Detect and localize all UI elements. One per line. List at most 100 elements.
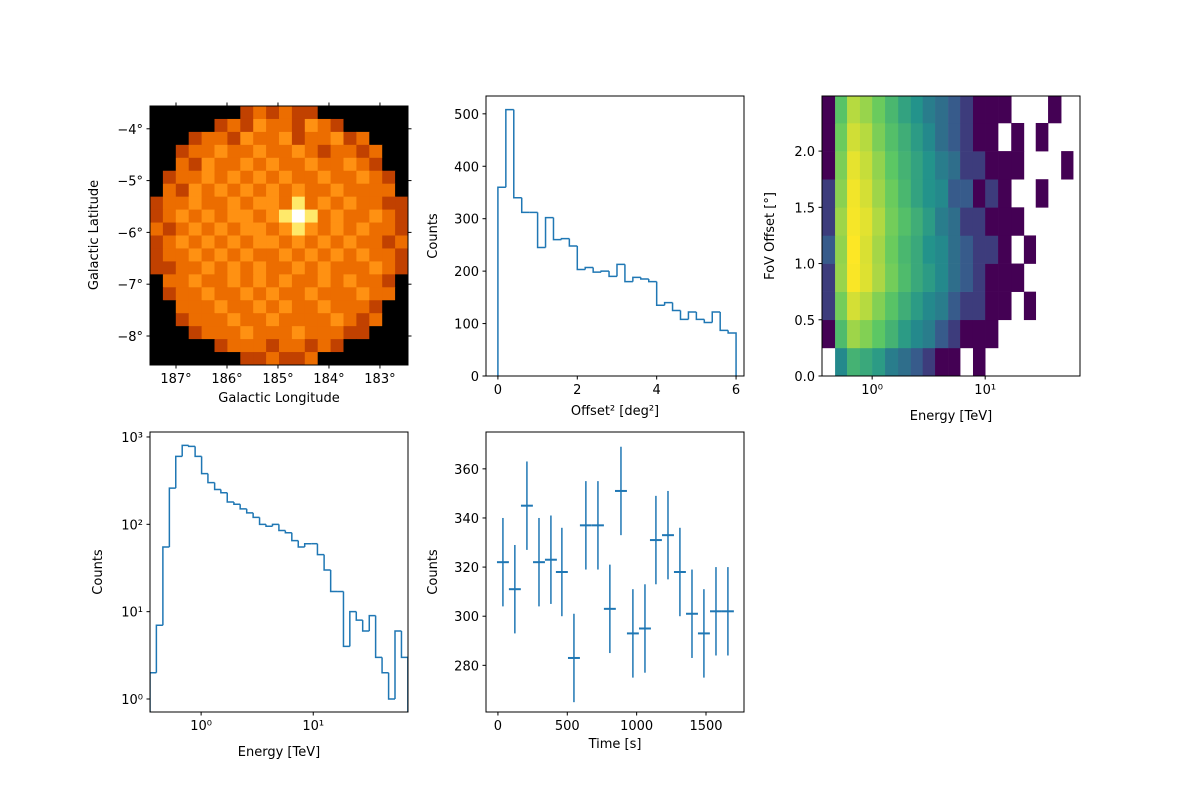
x-tick-label: 500: [555, 719, 580, 734]
pixel: [343, 118, 357, 133]
pixel: [279, 274, 293, 288]
pixel: [240, 326, 254, 340]
pixel: [201, 235, 215, 249]
bin-cell: [898, 207, 912, 236]
pixel: [291, 222, 306, 236]
bin-cell: [960, 235, 974, 264]
histogram-step: [647, 278, 657, 283]
histogram-step: [252, 512, 260, 519]
x-tick-label: 184°: [313, 372, 344, 387]
pixel: [304, 352, 319, 365]
pixel: [240, 287, 254, 301]
bin-cell: [859, 291, 873, 321]
bin-cell: [1036, 320, 1049, 348]
histogram-step: [187, 445, 196, 448]
pixel: [266, 157, 280, 172]
bin-cell: [985, 235, 999, 264]
bin-cell: [847, 96, 861, 124]
pixel: [201, 300, 215, 314]
pixel: [356, 274, 370, 288]
bin-cell: [972, 235, 986, 264]
bin-cell: [835, 96, 848, 124]
pixel: [266, 261, 280, 275]
pixel: [175, 131, 190, 146]
pixel: [266, 300, 280, 314]
bin-cell: [885, 319, 899, 349]
bin-cell: [1024, 123, 1036, 151]
bin-cell: [998, 348, 1011, 376]
pixel: [279, 209, 293, 224]
pixel: [382, 144, 396, 159]
bin-cell: [859, 179, 873, 208]
axes-frame: [821, 95, 1081, 377]
y-tick-label: −5°: [117, 175, 143, 190]
pixel: [175, 118, 190, 133]
bin-cell: [922, 291, 936, 321]
pixel: [201, 131, 215, 146]
pixel: [266, 144, 280, 159]
bin-cell: [1048, 96, 1062, 124]
bin-cell: [835, 207, 848, 236]
pixel: [382, 261, 396, 275]
y-tick-label: 280: [454, 659, 479, 674]
histogram-step: [497, 186, 506, 376]
pixel: [304, 261, 319, 275]
bin-cell: [859, 207, 873, 236]
histogram-step: [342, 591, 350, 648]
bin-cell: [1061, 123, 1073, 151]
pixel: [240, 313, 254, 327]
pixel: [240, 118, 254, 133]
histogram-step: [520, 197, 530, 214]
pixel: [356, 222, 370, 236]
bin-cell: [822, 122, 836, 152]
y-tick-label: 10²: [121, 518, 143, 533]
pixel: [150, 261, 164, 275]
pixel: [279, 235, 293, 249]
x-tick-label: 4: [653, 383, 661, 398]
pixel: [162, 196, 177, 211]
bin-cell: [948, 122, 961, 152]
bin-cell: [1036, 151, 1049, 179]
axes-frame: [485, 95, 745, 377]
y-tick-label: −7°: [117, 278, 143, 293]
pixel: [150, 352, 164, 365]
bin-cell: [885, 235, 899, 264]
pixel: [304, 157, 319, 172]
y-tick-label: 1.0: [794, 258, 815, 273]
bin-cell: [847, 235, 861, 264]
pixel: [253, 222, 267, 236]
pixel: [214, 261, 228, 275]
bin-cell: [910, 291, 923, 321]
pixel: [162, 118, 177, 133]
histogram-step: [655, 281, 665, 306]
pixel: [279, 261, 293, 275]
plot-area: [496, 446, 734, 703]
x-axis-label: Time [s]: [588, 737, 642, 752]
pixel: [175, 196, 190, 211]
pixel: [356, 352, 370, 365]
histogram-step: [368, 614, 376, 632]
bin-cell: [935, 122, 949, 152]
histogram-step: [323, 554, 331, 571]
pixel: [201, 352, 215, 365]
pixel: [253, 144, 267, 159]
bin-cell: [872, 319, 886, 349]
pixel: [369, 106, 383, 120]
pixel: [175, 235, 190, 249]
pixel: [291, 144, 306, 159]
pixel: [227, 287, 241, 301]
pixel: [175, 300, 190, 314]
pixel: [188, 339, 203, 353]
pixel: [266, 339, 280, 353]
bin-cell: [872, 179, 886, 208]
pixel: [330, 261, 344, 275]
bin-cell: [835, 347, 848, 376]
bin-cell: [1011, 179, 1024, 207]
x-tick-label: 183°: [364, 372, 395, 387]
pixel: [188, 131, 203, 146]
pixel: [214, 313, 228, 327]
pixel: [304, 222, 319, 236]
bin-cell: [985, 151, 999, 180]
pixel: [382, 287, 396, 301]
bin-cell: [872, 96, 886, 124]
